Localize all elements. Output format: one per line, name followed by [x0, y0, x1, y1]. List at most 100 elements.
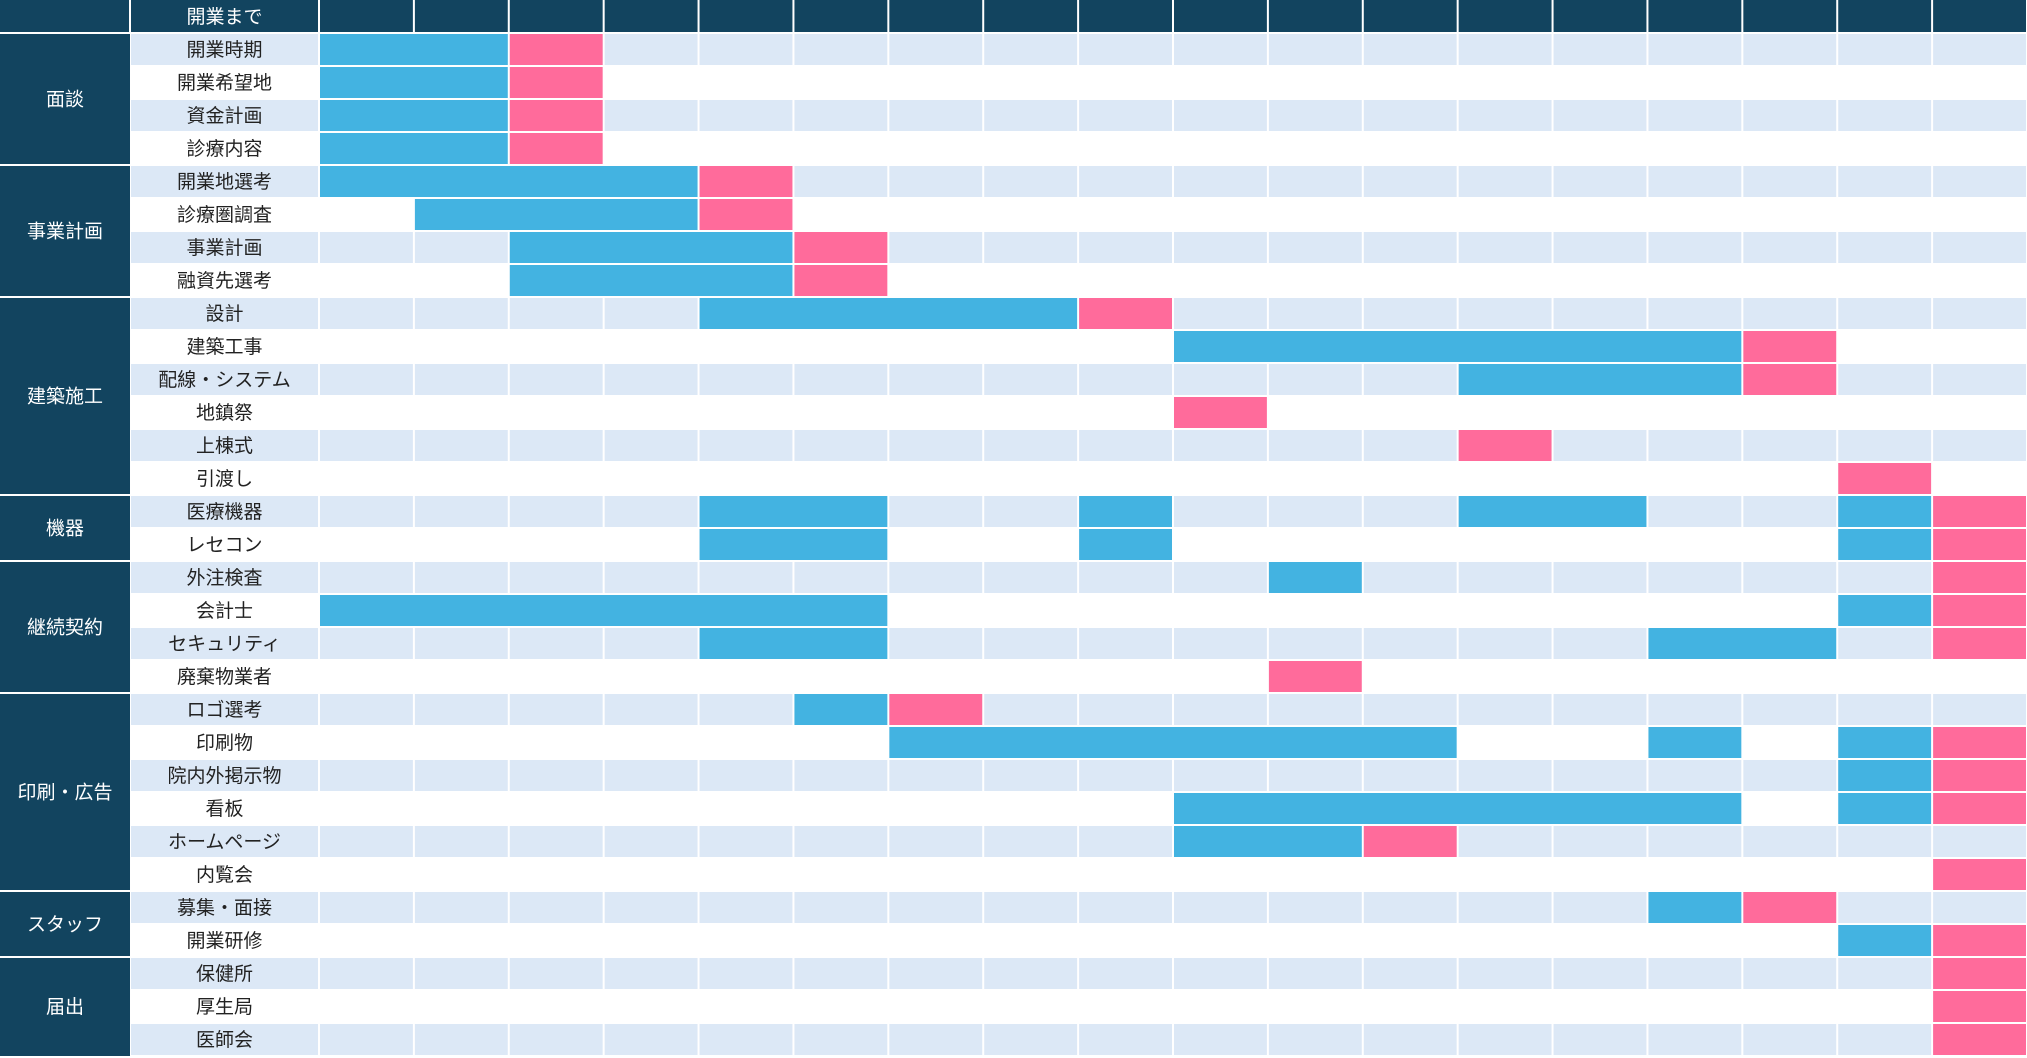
task-bar	[320, 133, 508, 164]
task-bar	[1079, 496, 1172, 527]
milestone-bar	[1933, 925, 2026, 956]
task-bar	[1648, 727, 1742, 758]
milestone-bar	[1933, 859, 2026, 890]
milestone-bar	[699, 166, 793, 197]
milestone-bar	[699, 199, 793, 230]
task-label: 印刷物	[196, 732, 253, 754]
group-cell	[0, 297, 130, 495]
task-bar	[1079, 529, 1172, 560]
milestone-bar	[1933, 793, 2026, 824]
milestone-bar	[1933, 958, 2026, 989]
task-label: 融資先選考	[177, 270, 272, 292]
task-bar	[794, 694, 888, 725]
milestone-bar	[889, 694, 983, 725]
task-label: 廃棄物業者	[177, 666, 272, 688]
milestone-bar	[509, 133, 603, 164]
task-bar	[1174, 331, 1742, 362]
task-bar	[320, 67, 508, 98]
task-bar	[1838, 925, 1932, 956]
task-bar	[1838, 595, 1932, 626]
group-label: 印刷・広告	[17, 782, 112, 804]
task-label: 引渡し	[196, 468, 253, 490]
task-label: 建築工事	[186, 336, 262, 358]
task-label: 内覧会	[196, 864, 253, 886]
group-label: 機器	[46, 518, 84, 540]
task-label: 看板	[205, 798, 243, 820]
task-label: 配線・システム	[158, 369, 290, 391]
milestone-bar	[1174, 397, 1267, 428]
task-bar	[1648, 892, 1742, 923]
group-cell	[0, 957, 130, 1056]
milestone-bar	[1933, 562, 2026, 593]
group-cell	[0, 693, 130, 891]
milestone-bar	[1933, 595, 2026, 626]
task-bar	[1648, 628, 1837, 659]
milestone-bar	[509, 34, 603, 65]
task-bar	[1458, 364, 1742, 395]
group-label: スタッフ	[27, 914, 103, 936]
group-label: 建築施工	[27, 386, 103, 408]
task-label: 医療機器	[186, 501, 262, 523]
group-label: 継続契約	[27, 617, 103, 639]
milestone-bar	[509, 100, 603, 131]
task-bar	[320, 595, 888, 626]
task-bar	[509, 265, 793, 296]
task-bar	[1838, 793, 1932, 824]
group-cell	[0, 165, 130, 297]
task-bar	[414, 199, 698, 230]
task-label: 開業研修	[186, 930, 262, 952]
task-label: 開業時期	[186, 39, 262, 61]
task-label: セキュリティ	[168, 633, 281, 655]
milestone-bar	[1458, 430, 1552, 461]
task-label: 募集・面接	[177, 897, 272, 919]
group-cell	[0, 495, 130, 561]
group-label: 届出	[46, 996, 84, 1018]
task-label: 資金計画	[186, 105, 262, 127]
task-label: 会計士	[196, 600, 253, 622]
task-label: 診療圏調査	[177, 204, 272, 226]
group-cell	[0, 891, 130, 957]
task-label: 地鎮祭	[196, 402, 253, 424]
task-bar	[699, 298, 1078, 329]
task-label: 開業地選考	[177, 171, 272, 193]
task-bar	[699, 529, 888, 560]
task-bar	[1838, 496, 1932, 527]
task-bar	[1838, 529, 1932, 560]
task-label: ロゴ選考	[186, 699, 262, 721]
task-bar	[509, 232, 793, 263]
group-label: 面談	[46, 89, 84, 111]
milestone-bar	[1838, 463, 1932, 494]
group-cell	[0, 33, 130, 165]
task-bar	[320, 34, 508, 65]
task-label: 事業計画	[186, 237, 262, 259]
milestone-bar	[1933, 496, 2026, 527]
task-bar	[1174, 826, 1362, 857]
header-label: 開業まで	[186, 6, 262, 28]
task-label: 外注検査	[186, 567, 262, 589]
milestone-bar	[1933, 628, 2026, 659]
task-bar	[320, 166, 698, 197]
task-label: 厚生局	[196, 996, 253, 1018]
milestone-bar	[1743, 892, 1837, 923]
task-bar	[889, 727, 1457, 758]
task-bar	[1268, 562, 1362, 593]
header-row	[0, 0, 2027, 33]
task-bar	[1174, 793, 1742, 824]
milestone-bar	[1933, 529, 2026, 560]
task-label: 診療内容	[186, 138, 262, 160]
task-label: 設計	[205, 303, 243, 325]
task-bar	[320, 100, 508, 131]
milestone-bar	[1933, 1024, 2026, 1055]
milestone-bar	[1743, 364, 1837, 395]
milestone-bar	[794, 232, 888, 263]
task-bar	[1458, 496, 1647, 527]
task-label: 保健所	[196, 963, 253, 985]
task-label: 医師会	[196, 1029, 253, 1051]
milestone-bar	[1743, 331, 1837, 362]
milestone-bar	[1933, 727, 2026, 758]
milestone-bar	[1933, 760, 2026, 791]
task-bar	[1838, 727, 1932, 758]
task-label: 上棟式	[196, 435, 253, 457]
milestone-bar	[1363, 826, 1457, 857]
